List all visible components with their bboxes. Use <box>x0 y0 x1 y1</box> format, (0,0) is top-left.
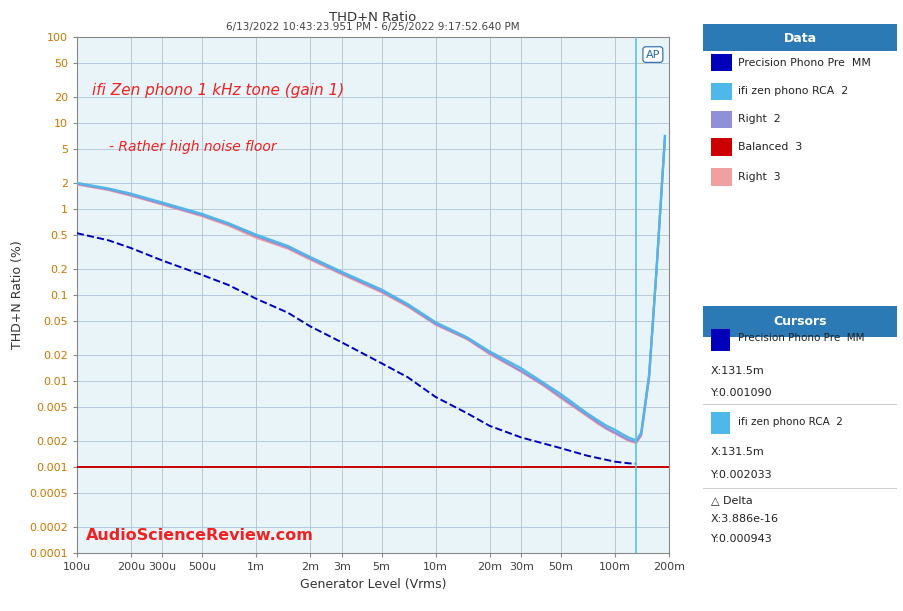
Text: Precision Phono Pre  MM: Precision Phono Pre MM <box>738 334 863 343</box>
Text: Precision Phono Pre  MM: Precision Phono Pre MM <box>738 58 870 68</box>
Bar <box>703 306 896 337</box>
Text: ifi zen phono RCA  2: ifi zen phono RCA 2 <box>738 417 842 426</box>
Text: X:3.886e-16: X:3.886e-16 <box>711 514 778 524</box>
Text: Data: Data <box>783 32 815 45</box>
Text: ifi Zen phono 1 kHz tone (gain 1): ifi Zen phono 1 kHz tone (gain 1) <box>91 83 343 98</box>
Text: Y:0.001090: Y:0.001090 <box>711 389 772 398</box>
Text: THD+N Ratio: THD+N Ratio <box>329 11 416 24</box>
Text: Y:0.002033: Y:0.002033 <box>711 470 772 480</box>
X-axis label: Generator Level (Vrms): Generator Level (Vrms) <box>299 577 446 591</box>
Text: - Rather high noise floor: - Rather high noise floor <box>109 140 276 154</box>
Text: 6/13/2022 10:43:23.951 PM - 6/25/2022 9:17:52.640 PM: 6/13/2022 10:43:23.951 PM - 6/25/2022 9:… <box>226 22 519 32</box>
Bar <box>711 168 731 186</box>
Text: X:131.5m: X:131.5m <box>711 367 764 376</box>
Text: AP: AP <box>645 49 659 59</box>
Text: Right  2: Right 2 <box>738 114 780 125</box>
Bar <box>711 329 730 351</box>
Text: Cursors: Cursors <box>772 315 826 328</box>
Text: X:131.5m: X:131.5m <box>711 447 764 457</box>
Bar <box>711 54 731 71</box>
Bar <box>711 412 730 434</box>
Text: AudioScienceReview.com: AudioScienceReview.com <box>86 528 313 543</box>
Text: Y:0.000943: Y:0.000943 <box>711 534 772 544</box>
Bar <box>711 82 731 100</box>
Bar <box>711 111 731 128</box>
Text: Right  3: Right 3 <box>738 172 780 182</box>
Bar <box>711 139 731 156</box>
Text: ifi zen phono RCA  2: ifi zen phono RCA 2 <box>738 87 847 97</box>
Text: △ Delta: △ Delta <box>711 495 752 505</box>
Y-axis label: THD+N Ratio (%): THD+N Ratio (%) <box>11 241 23 349</box>
Bar <box>703 24 896 51</box>
Text: Balanced  3: Balanced 3 <box>738 142 802 152</box>
